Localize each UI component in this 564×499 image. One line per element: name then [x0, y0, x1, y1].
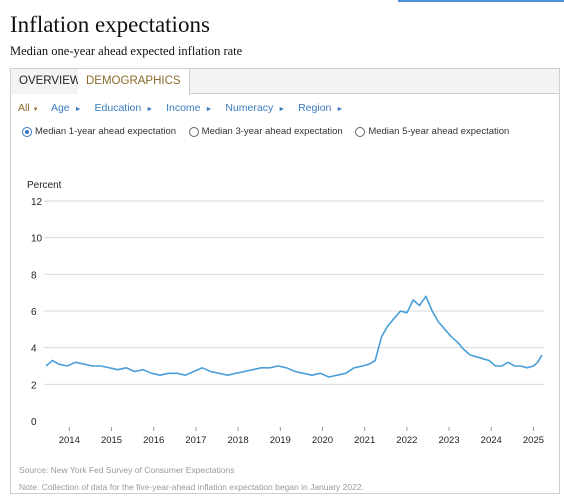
radio-3-year[interactable]: Median 3-year ahead expectation — [188, 126, 343, 137]
arrow-right-icon: ► — [146, 106, 154, 113]
radio-5-year-label: Median 5-year ahead expectation — [368, 126, 510, 137]
footnote: Note: Collection of data for the five-ye… — [19, 482, 364, 492]
x-tick-label: 2022 — [396, 435, 417, 446]
arrow-right-icon: ► — [74, 106, 82, 113]
y-tick-labels: 0 2 4 6 8 10 12 — [31, 197, 43, 428]
page-title: Inflation expectations — [10, 12, 210, 37]
x-tick-labels: 2014 2015 2016 2017 2018 2019 2020 2021 2022 2023… — [59, 427, 544, 446]
x-tick-label: 2021 — [354, 435, 375, 446]
x-tick-label: 2018 — [228, 435, 249, 446]
y-axis-label: Percent — [27, 180, 62, 191]
series-line-0 — [45, 295, 543, 378]
tab-overview[interactable]: OVERVIEW — [11, 69, 90, 94]
y-tick-label: 0 — [31, 417, 37, 428]
filter-age[interactable]: Age ► — [51, 102, 82, 114]
radio-1-year-label: Median 1-year ahead expectation — [35, 126, 177, 137]
filter-age-label: Age — [50, 102, 70, 114]
y-tick-label: 8 — [31, 270, 37, 281]
y-tick-label: 12 — [31, 197, 43, 208]
y-tick-label: 6 — [31, 307, 37, 318]
x-tick-label: 2019 — [270, 435, 291, 446]
tab-bar: OVERVIEW DEMOGRAPHICS — [11, 69, 559, 95]
radio-1-year[interactable]: Median 1-year ahead expectation — [22, 126, 176, 137]
x-tick-label: 2020 — [312, 435, 333, 446]
page-subtitle: Median one-year ahead expected inflation… — [10, 44, 243, 58]
filter-bar: All ▼ Age ► Education ► Income ► Numeracy ► R… — [18, 102, 353, 114]
filter-numeracy-label: Numeracy — [225, 102, 274, 114]
filter-education-label: Education — [94, 102, 142, 114]
filter-education[interactable]: Education ► — [95, 102, 154, 114]
arrow-right-icon: ► — [278, 106, 286, 113]
arrow-right-icon: ► — [336, 106, 344, 113]
y-tick-label: 2 — [31, 380, 37, 391]
source-note: Source: New York Fed Survey of Consumer … — [19, 465, 235, 475]
tab-demographics[interactable]: DEMOGRAPHICS — [78, 69, 190, 95]
grid-lines — [44, 200, 544, 385]
filter-income-label: Income — [166, 102, 201, 114]
x-tick-label: 2024 — [481, 435, 502, 446]
filter-region-label: Region — [298, 102, 332, 114]
series-lines — [45, 295, 543, 378]
radio-5-year[interactable]: Median 5-year ahead expectation — [355, 126, 509, 137]
radio-3-year-label: Median 3-year ahead expectation — [201, 126, 343, 137]
filter-all-label: All — [18, 102, 30, 114]
arrow-right-icon: ► — [205, 106, 213, 113]
caret-down-icon: ▼ — [32, 107, 39, 113]
filter-region[interactable]: Region ► — [298, 102, 343, 114]
x-tick-label: 2014 — [59, 435, 80, 446]
filter-income[interactable]: Income ► — [166, 102, 212, 114]
filter-numeracy[interactable]: Numeracy ► — [225, 102, 285, 114]
chart-panel: OVERVIEW DEMOGRAPHICS All ▼ Age ► Educatio… — [10, 68, 560, 494]
y-tick-label: 4 — [31, 344, 37, 355]
y-tick-label: 10 — [31, 234, 43, 245]
x-tick-label: 2016 — [143, 435, 164, 446]
radio-unselected-icon[interactable] — [188, 126, 199, 137]
filter-all[interactable]: All ▼ — [18, 102, 39, 114]
x-tick-label: 2015 — [101, 435, 122, 446]
x-tick-label: 2025 — [523, 435, 544, 446]
x-tick-label: 2017 — [185, 435, 206, 446]
top-accent-bar — [398, 0, 564, 2]
radio-unselected-icon[interactable] — [355, 126, 366, 137]
expectation-radio-group: Median 1-year ahead expectation Median 3… — [22, 126, 519, 140]
x-tick-label: 2023 — [438, 435, 459, 446]
radio-selected-icon[interactable] — [22, 126, 32, 137]
